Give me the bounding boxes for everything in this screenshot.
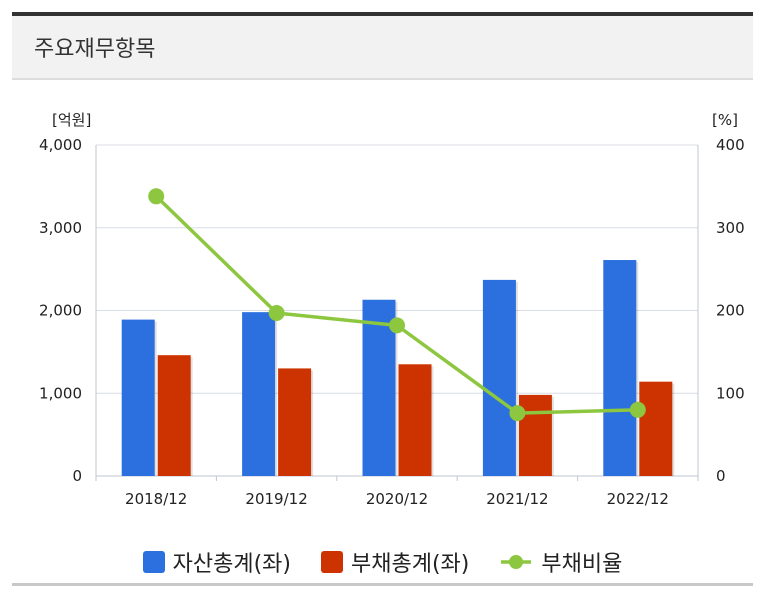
x-tick-label: 2020/12: [366, 490, 428, 508]
legend-line-marker: [501, 555, 532, 569]
y-right-tick-label: 300: [716, 219, 745, 237]
legend-label: 자산총계(좌): [172, 552, 292, 577]
legend-label: 부채비율: [541, 552, 623, 577]
bar-total-assets: [242, 312, 276, 476]
x-tick-label: 2019/12: [245, 490, 307, 508]
bar-total-assets: [603, 260, 637, 476]
bar-total-liabilities: [157, 355, 191, 476]
legend-item[interactable]: 부채총계(좌): [321, 546, 469, 578]
bar-total-liabilities: [518, 394, 552, 476]
x-tick-label: 2018/12: [125, 490, 187, 508]
panel-header: 주요재무항목: [12, 16, 753, 80]
y-right-tick-label: 400: [716, 136, 745, 154]
bar-total-liabilities: [639, 381, 673, 476]
legend-label: 부채총계(좌): [351, 552, 470, 577]
legend-item[interactable]: 부채비율: [499, 546, 622, 578]
legend-swatch: [142, 551, 165, 573]
bar-total-assets: [482, 279, 516, 476]
debt-ratio-point: [629, 401, 646, 418]
bar-total-assets: [121, 319, 155, 476]
x-tick-label: 2021/12: [486, 490, 548, 508]
legend-item[interactable]: 자산총계(좌): [142, 546, 292, 578]
chart-legend: 자산총계(좌) 부채총계(좌) 부채비율: [12, 544, 753, 580]
bottom-divider: [12, 583, 753, 586]
legend-swatch: [321, 551, 344, 573]
y-left-tick-label: 4,000: [39, 136, 82, 154]
panel-title: 주요재무항목: [34, 37, 156, 62]
debt-ratio-point: [148, 188, 165, 205]
debt-ratio-point: [389, 317, 405, 334]
debt-ratio-point: [268, 304, 285, 321]
y-right-tick-label: 100: [716, 384, 745, 402]
financial-chart-panel: 주요재무항목 0 1,000 2,000 3,000 4,000 0 100 200 300 40…: [12, 12, 753, 586]
y-left-tick-label: 0: [72, 467, 82, 485]
chart-area: 0 1,000 2,000 3,000 4,000 0 100 200 300 400 [억원] [%…: [12, 82, 753, 542]
combo-chart: 0 1,000 2,000 3,000 4,000 0 100 200 300 400 [억원] [%…: [39, 111, 745, 508]
y-left-tick-label: 2,000: [39, 302, 82, 320]
debt-ratio-point: [509, 405, 526, 422]
bar-total-liabilities: [278, 368, 312, 476]
y-left-unit: [억원]: [52, 111, 91, 129]
y-left-tick-label: 3,000: [39, 219, 82, 237]
y-right-tick-label: 200: [716, 302, 745, 320]
x-tick-label: 2022/12: [607, 490, 669, 508]
y-right-tick-label: 0: [716, 467, 726, 485]
y-left-tick-label: 1,000: [39, 384, 82, 402]
y-right-unit: [%]: [712, 111, 738, 129]
bar-total-liabilities: [398, 364, 432, 476]
